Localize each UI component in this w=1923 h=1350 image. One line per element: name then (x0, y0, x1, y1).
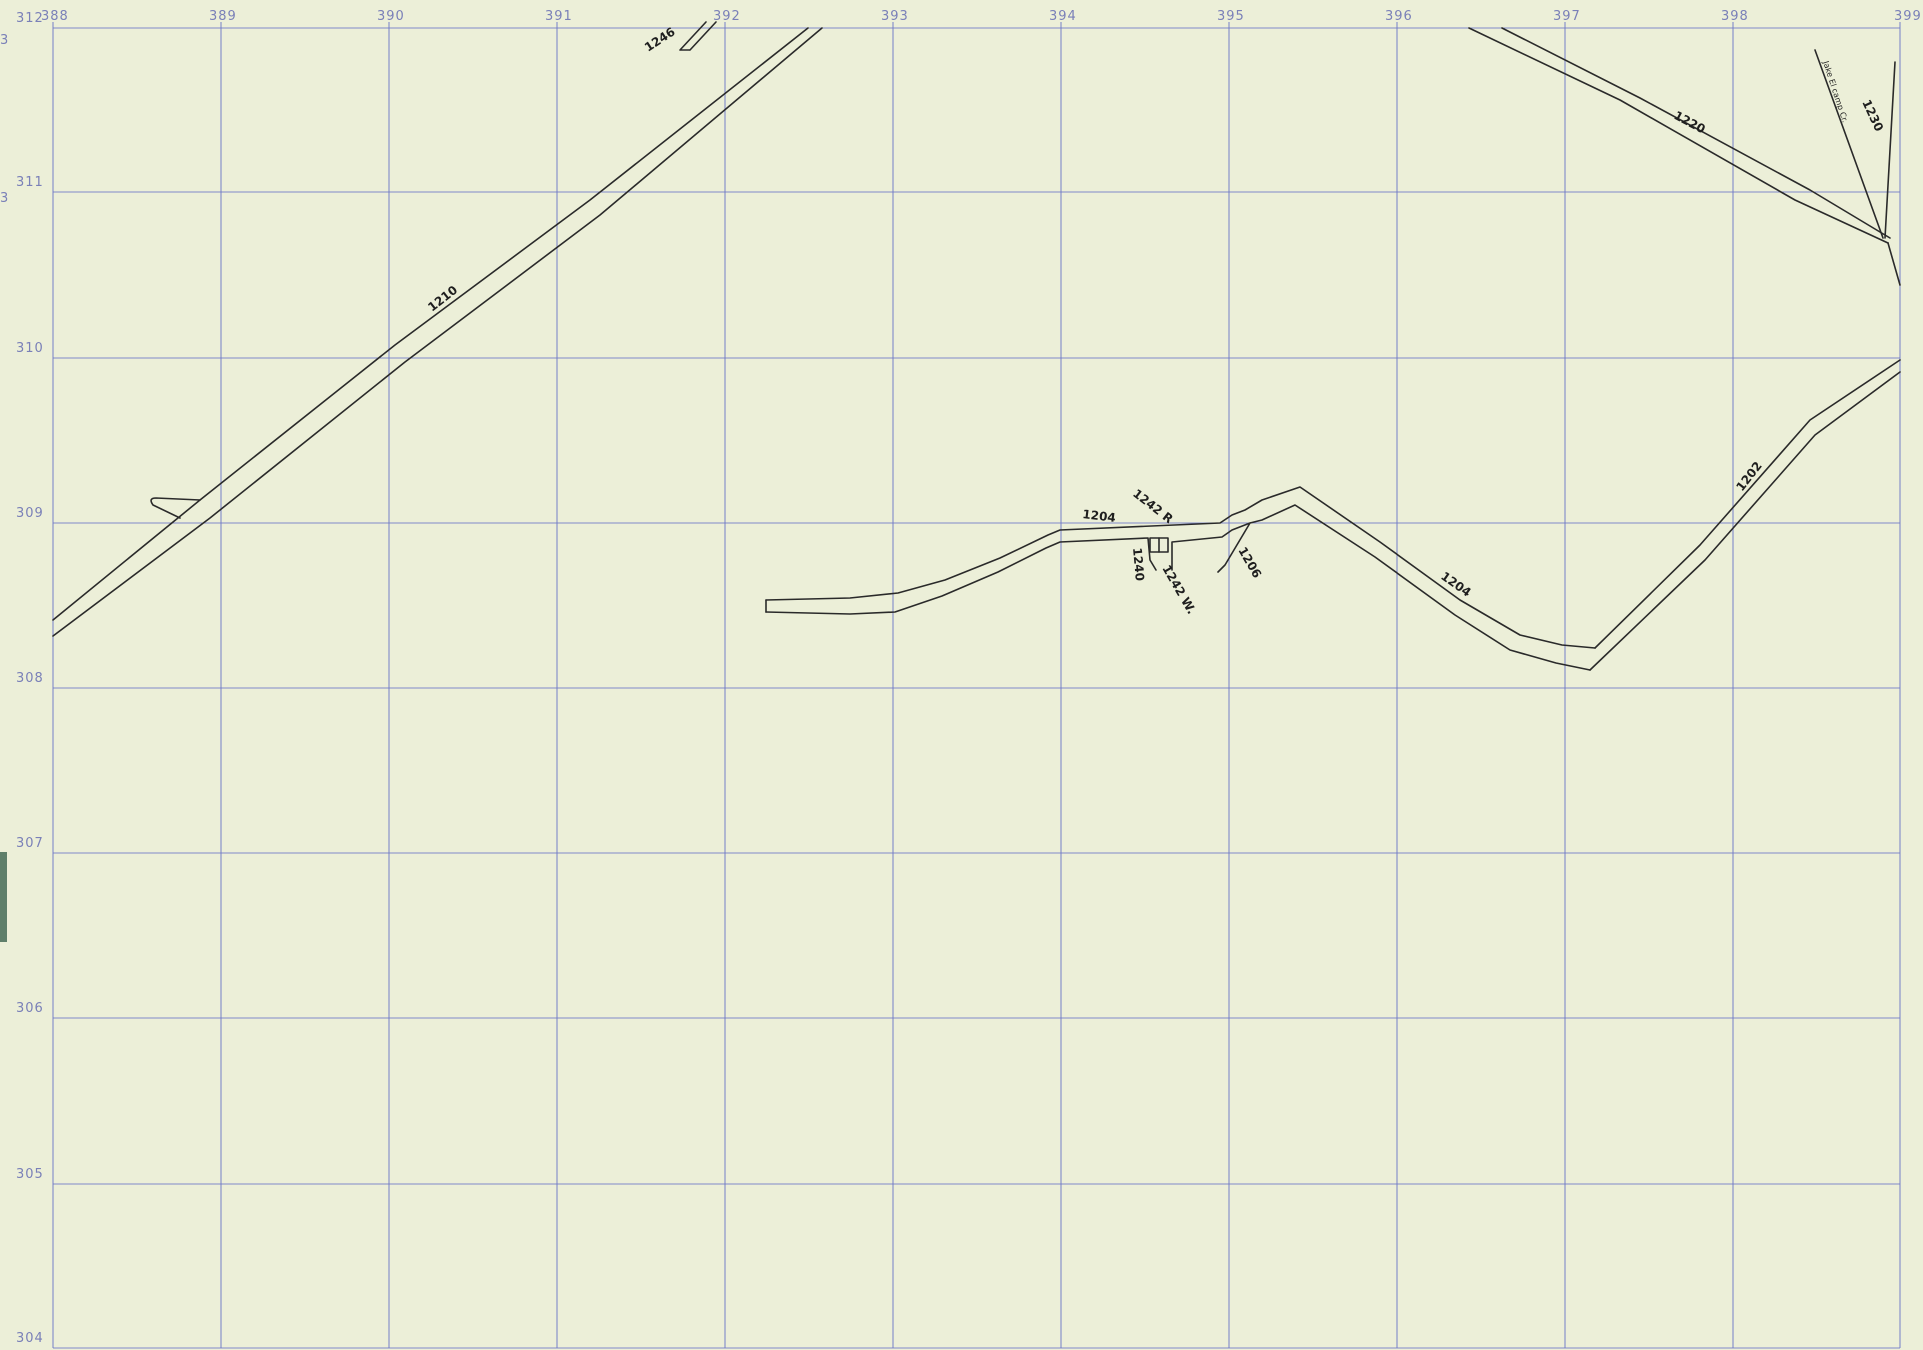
label-road-1240: 1240 (1130, 547, 1147, 581)
edge-mark-mid: 3 (0, 191, 9, 206)
grid-x-label: 394 (1049, 9, 1077, 24)
label-road-1204b: 1204 (1438, 569, 1473, 600)
grid-x-label: 392 (713, 9, 741, 24)
grid-x-label: 391 (545, 9, 573, 24)
grid-y-label: 306 (16, 1001, 44, 1016)
grid-x-label: 396 (1385, 9, 1413, 24)
grid-y-label: 305 (16, 1167, 44, 1182)
road-1230 (1814, 49, 1884, 239)
road-1202 (1594, 359, 1901, 649)
grid-x-label: 398 (1721, 9, 1749, 24)
grid-y-label: 311 (16, 175, 44, 190)
y-axis-labels: 312 311 310 309 308 307 306 305 304 (16, 11, 44, 1346)
roads (52, 21, 1901, 671)
label-road-small: Jake El camp Cr. (1821, 59, 1850, 124)
road-1210-edge (52, 27, 823, 637)
grid-y-label: 312 (16, 11, 44, 26)
grid-x-label: 395 (1217, 9, 1245, 24)
label-road-1206: 1206 (1235, 545, 1264, 581)
grid-x-label: 393 (881, 9, 909, 24)
edge-mark-top: 3 (0, 33, 9, 48)
road-1246 (679, 21, 717, 51)
label-road-1230: 1230 (1859, 97, 1886, 133)
road-1230-edge (1884, 61, 1896, 239)
grid-y-label: 309 (16, 506, 44, 521)
road-1220-tail (1887, 242, 1901, 286)
road-1220 (1468, 27, 1889, 244)
grid-y-label: 304 (16, 1331, 44, 1346)
grid-x-label: 388 (41, 9, 69, 24)
grid-x-label: 390 (377, 9, 405, 24)
grid-x-label: 389 (209, 9, 237, 24)
road-1210 (52, 27, 809, 621)
label-road-1242r: 1242 R (1130, 486, 1176, 526)
label-road-1204a: 1204 (1082, 507, 1117, 525)
road-1202-edge (1589, 371, 1901, 671)
grid-y-label: 310 (16, 341, 44, 356)
road-1220-edge (1501, 27, 1891, 239)
road-1210-spur (150, 497, 201, 519)
grid-x-label: 397 (1553, 9, 1581, 24)
grid-x-label: 399 (1894, 9, 1922, 24)
binder-edge-tab (0, 852, 7, 942)
grid-y-label: 308 (16, 671, 44, 686)
x-axis-labels: 388 389 390 391 392 393 394 395 396 397 398 399 (41, 9, 1922, 24)
grid-y-label: 307 (16, 836, 44, 851)
label-road-1246: 1246 (642, 25, 678, 55)
road-1204-west-edge (765, 504, 1591, 671)
road-1204-west (765, 486, 1596, 649)
label-road-1242w: 1242 W. (1159, 563, 1198, 617)
grid-lines (52, 22, 1901, 1349)
